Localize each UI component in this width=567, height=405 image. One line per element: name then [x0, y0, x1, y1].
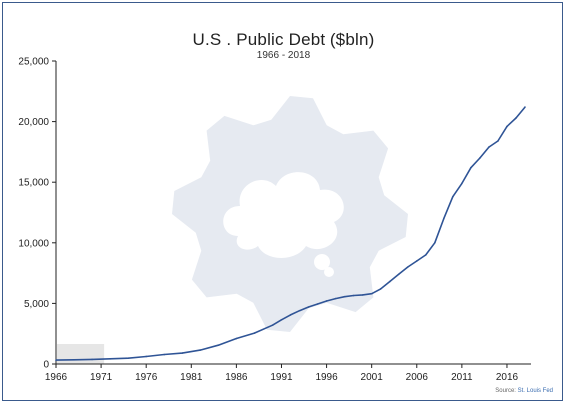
watermark-gear-icon [172, 96, 408, 332]
data-point [461, 182, 463, 185]
source-link[interactable]: St. Louis Fed [517, 388, 553, 394]
data-point [307, 306, 310, 308]
x-tick-label: 1976 [135, 372, 158, 383]
data-point [479, 157, 481, 159]
data-point [497, 140, 499, 142]
y-tick-label: 0 [43, 360, 49, 371]
data-point [424, 254, 427, 256]
data-point [397, 273, 400, 276]
data-point [406, 266, 409, 268]
data-point [443, 217, 445, 220]
data-point [199, 349, 202, 351]
data-point [163, 353, 166, 356]
data-point [470, 166, 472, 169]
chart-subtitle: 1966 - 2018 [256, 50, 311, 61]
data-point [434, 242, 436, 244]
x-tick-label: 1996 [315, 372, 338, 383]
data-point [217, 344, 220, 347]
data-point [343, 295, 346, 298]
y-tick-label: 5,000 [24, 299, 49, 310]
x-tick-label: 2016 [496, 372, 519, 383]
data-point [271, 324, 274, 327]
x-tick-label: 1991 [270, 372, 293, 383]
data-point [253, 332, 256, 334]
data-point [316, 303, 319, 305]
x-tick-label: 1971 [90, 372, 113, 383]
data-point [361, 294, 364, 296]
x-tick-group: 1966 1971 1976 1981 1986 1991 1996 2001 2006 2011… [45, 364, 519, 383]
data-point [280, 318, 283, 321]
data-point [289, 314, 292, 316]
data-point [334, 297, 337, 300]
source-prefix: Source: [495, 388, 516, 394]
data-point [524, 106, 526, 108]
chart-title-unit: ($bln) [329, 30, 375, 49]
data-point [352, 294, 355, 297]
data-point [91, 358, 93, 361]
y-tick-label: 10,000 [18, 238, 49, 249]
data-point [379, 288, 382, 290]
data-point [235, 337, 238, 340]
x-tick-label: 1986 [225, 372, 248, 383]
x-tick-label: 2011 [451, 372, 473, 383]
y-tick-label: 20,000 [18, 117, 49, 128]
highlight-region [57, 344, 105, 364]
data-point [298, 309, 301, 312]
data-point [415, 260, 418, 262]
data-point [388, 280, 391, 283]
x-tick-label: 2001 [361, 372, 384, 383]
y-tick-label: 25,000 [18, 57, 49, 68]
y-tick-label: 15,000 [18, 178, 49, 189]
data-point [506, 125, 508, 128]
series-points [55, 106, 526, 361]
x-tick-label: 1981 [180, 372, 203, 383]
source-note: Source: St. Louis Fed [495, 388, 553, 394]
chart-title: U.S . Public Debt ($bln) [0, 30, 567, 50]
data-point [515, 117, 517, 119]
data-point [370, 292, 373, 295]
data-point [145, 355, 147, 358]
chart-title-text: U.S . Public Debt [192, 30, 326, 49]
data-point [325, 300, 328, 302]
data-point [452, 195, 454, 198]
data-point [55, 359, 57, 361]
x-tick-label: 1966 [45, 372, 68, 383]
data-point [488, 146, 490, 148]
data-point [109, 357, 111, 360]
x-tick-label: 2006 [406, 372, 429, 383]
data-point [73, 358, 75, 361]
y-tick-group: 0 5,000 10,000 15,000 20,000 25,000 [18, 57, 56, 371]
data-point [181, 352, 184, 354]
data-point [127, 357, 129, 359]
